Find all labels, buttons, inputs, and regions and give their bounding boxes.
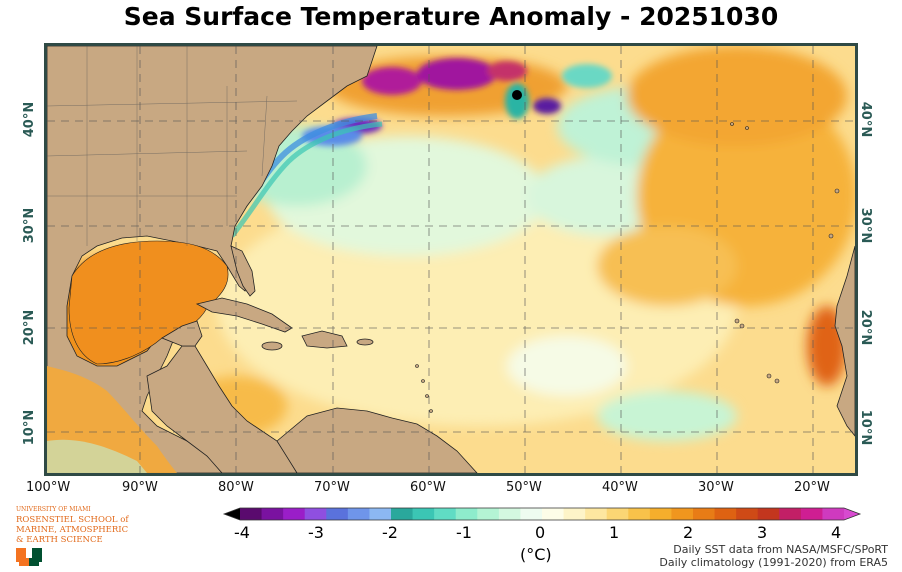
colorbar-swatch bbox=[434, 508, 457, 520]
colorbar-tick-2: 2 bbox=[683, 523, 694, 542]
lat-label-right-10n: 10°N bbox=[858, 409, 874, 446]
lon-label-80w: 80°W bbox=[218, 480, 254, 495]
colorbar bbox=[222, 507, 862, 521]
colorbar-swatch bbox=[240, 508, 263, 520]
colorbar-swatch bbox=[628, 508, 651, 520]
colorbar-tick-4: 4 bbox=[831, 523, 842, 542]
colorbar-swatch bbox=[261, 508, 284, 520]
colorbar-swatch bbox=[693, 508, 716, 520]
colorbar-swatch bbox=[757, 508, 780, 520]
colorbar-tick-neg1: -1 bbox=[456, 523, 472, 542]
colorbar-swatch bbox=[606, 508, 629, 520]
map-canvas bbox=[47, 46, 855, 473]
colorbar-swatch bbox=[455, 508, 478, 520]
lon-label-50w: 50°W bbox=[506, 480, 542, 495]
lat-label-left-40n: 40°N bbox=[22, 101, 38, 138]
colorbar-unit: (°C) bbox=[520, 545, 552, 564]
state-borders bbox=[47, 46, 298, 246]
lon-label-20w: 20°W bbox=[794, 480, 830, 495]
lat-label-right-20n: 20°N bbox=[858, 309, 874, 346]
hispaniola bbox=[301, 330, 348, 349]
colorbar-swatch bbox=[649, 508, 672, 520]
colorbar-swatch bbox=[800, 508, 823, 520]
colorbar-swatch bbox=[391, 508, 414, 520]
lon-label-30w: 30°W bbox=[698, 480, 734, 495]
colorbar-swatch bbox=[779, 508, 802, 520]
u-logo-icon bbox=[16, 548, 42, 566]
missing-data-dot bbox=[512, 90, 522, 100]
credit-line-2: Daily climatology (1991-2020) from ERA5 bbox=[659, 556, 888, 569]
colorbar-swatch bbox=[542, 508, 565, 520]
colorbar-swatch bbox=[736, 508, 759, 520]
logo-line-4: & EARTH SCIENCE bbox=[16, 535, 103, 545]
lat-label-right-40n: 40°N bbox=[858, 101, 874, 138]
graticule bbox=[47, 46, 855, 473]
colorbar-swatch bbox=[369, 508, 392, 520]
lon-label-40w: 40°W bbox=[602, 480, 638, 495]
logo-line-3: MARINE, ATMOSPHERIC bbox=[16, 525, 129, 535]
lat-label-left-30n: 30°N bbox=[22, 207, 38, 244]
colorbar-tick-neg3: -3 bbox=[308, 523, 324, 542]
lon-label-90w: 90°W bbox=[122, 480, 158, 495]
sst-anomaly-map bbox=[44, 43, 858, 476]
south-america-land bbox=[276, 407, 478, 473]
colorbar-swatch bbox=[671, 508, 694, 520]
rsmas-logo: UNIVERSITY OF MIAMI ROSENSTIEL SCHOOL of… bbox=[16, 505, 129, 545]
colorbar-tick-neg2: -2 bbox=[382, 523, 398, 542]
lon-label-100w: 100°W bbox=[26, 480, 71, 495]
north-america-land bbox=[47, 46, 378, 473]
colorbar-swatch bbox=[477, 508, 500, 520]
colorbar-swatch bbox=[283, 508, 306, 520]
colorbar-outline bbox=[222, 507, 862, 521]
colorbar-swatch bbox=[347, 508, 370, 520]
map-title: Sea Surface Temperature Anomaly - 202510… bbox=[123, 2, 779, 31]
colorbar-swatch bbox=[498, 508, 521, 520]
lon-label-70w: 70°W bbox=[314, 480, 350, 495]
colorbar-swatch bbox=[563, 508, 586, 520]
colorbar-swatch bbox=[520, 508, 543, 520]
colorbar-min-arrow bbox=[224, 508, 240, 520]
logo-line-2: ROSENSTIEL SCHOOL of bbox=[16, 515, 129, 525]
logo-line-1: UNIVERSITY OF MIAMI bbox=[16, 506, 91, 513]
colorbar-swatch bbox=[714, 508, 737, 520]
colorbar-swatch bbox=[412, 508, 435, 520]
lat-label-left-10n: 10°N bbox=[22, 409, 38, 446]
credit-line-1: Daily SST data from NASA/MSFC/SPoRT bbox=[673, 543, 888, 556]
florida bbox=[230, 245, 256, 297]
colorbar-swatch bbox=[304, 508, 327, 520]
colorbar-swatch bbox=[585, 508, 608, 520]
colorbar-max-arrow bbox=[844, 508, 860, 520]
colorbar-swatch bbox=[326, 508, 349, 520]
lon-label-60w: 60°W bbox=[410, 480, 446, 495]
lat-label-right-30n: 30°N bbox=[858, 207, 874, 244]
cuba bbox=[195, 297, 293, 333]
lat-label-left-20n: 20°N bbox=[22, 309, 38, 346]
colorbar-tick-neg4: -4 bbox=[234, 523, 250, 542]
colorbar-tick-0: 0 bbox=[535, 523, 546, 542]
colorbar-tick-1: 1 bbox=[609, 523, 620, 542]
data-credits: Daily SST data from NASA/MSFC/SPoRT Dail… bbox=[659, 543, 888, 569]
africa-land bbox=[834, 245, 855, 437]
colorbar-swatch bbox=[822, 508, 845, 520]
colorbar-tick-3: 3 bbox=[757, 523, 768, 542]
